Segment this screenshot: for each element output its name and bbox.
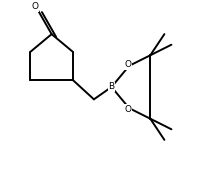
Text: O: O xyxy=(125,105,132,114)
Text: O: O xyxy=(125,60,132,69)
Text: O: O xyxy=(31,2,38,11)
Text: B: B xyxy=(108,82,114,91)
